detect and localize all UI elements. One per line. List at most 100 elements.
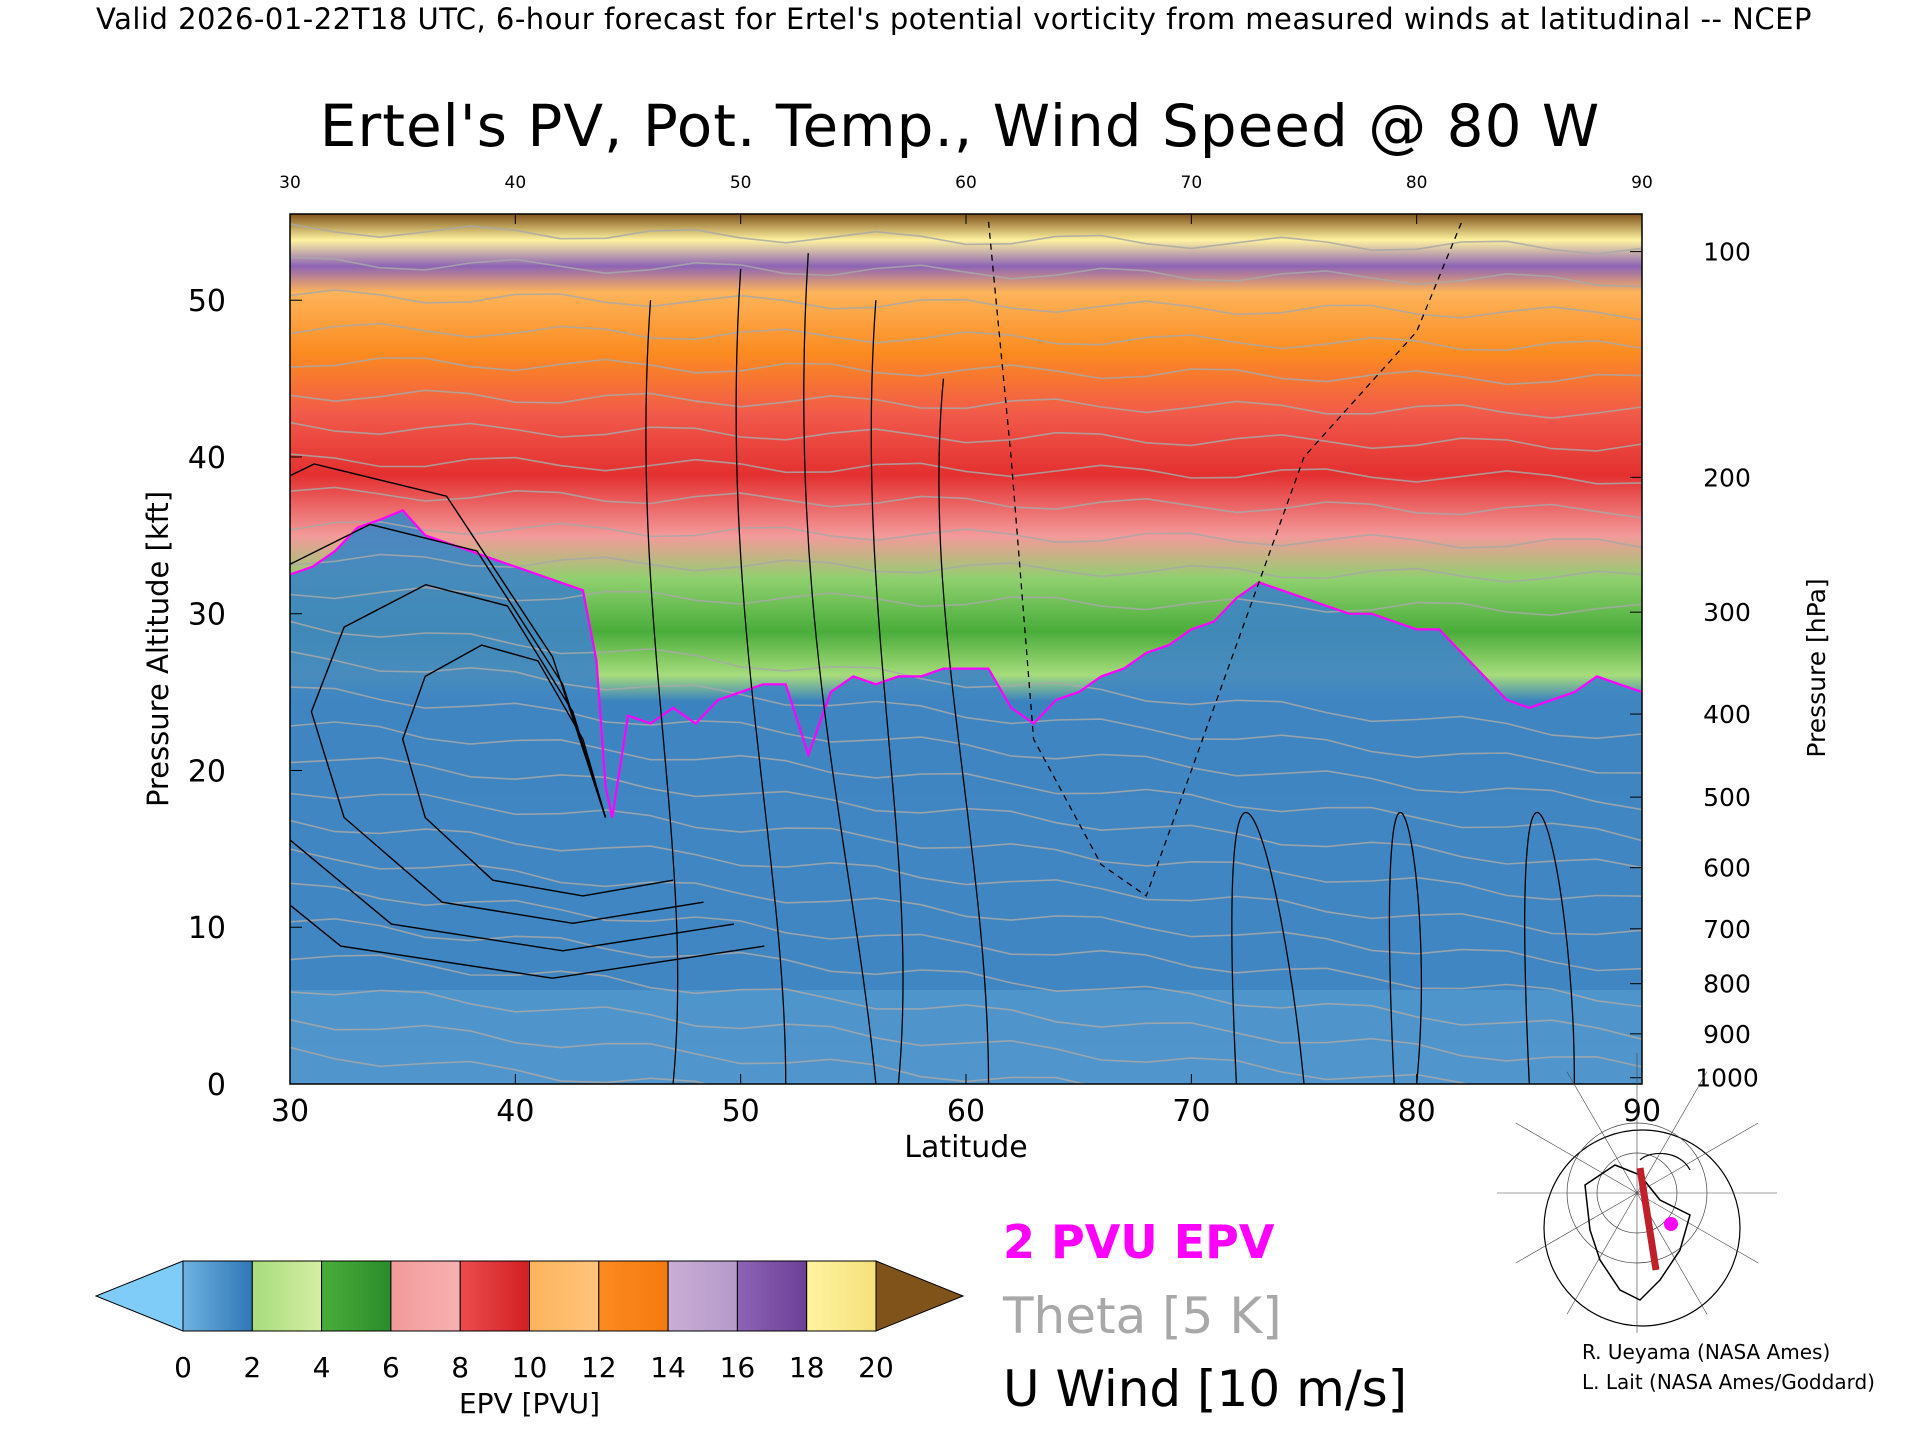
map-meridian [1636,1122,1759,1194]
theta-contour [290,322,1642,352]
plot-area [290,214,1642,1084]
u-wind-contour [1524,811,1576,1084]
theta-contour [290,819,1642,936]
pressure-tick-label: 1000 [1695,1064,1759,1093]
u-wind-contour [1231,811,1305,1084]
theta-contour [290,357,1642,386]
colorbar-bin [251,1260,323,1332]
map-meridian [1566,1071,1638,1194]
theta-contour [290,453,1642,485]
top-x-tick-label: 50 [730,173,752,193]
y-tick-label: 40 [188,441,226,476]
top-x-tick-label: 30 [279,173,301,193]
pressure-tick-label: 300 [1703,598,1751,627]
theta-contour [290,223,1642,255]
top-x-tick-label: 90 [1631,173,1653,193]
theta-contour [290,289,1642,321]
u-wind-contour [1388,811,1422,1084]
colorbar-tick-label: 4 [313,1351,331,1384]
pressure-tick-label: 800 [1703,970,1751,999]
colorbar-over-arrow [875,1260,965,1332]
theta-contour [290,421,1642,452]
y-tick-label: 20 [188,754,226,789]
theta-contour [290,486,1642,519]
pressure-tick-label: 500 [1703,783,1751,812]
x-tick-label: 50 [722,1094,760,1129]
theta-contour [290,620,1642,740]
credit-author-2: L. Lait (NASA Ames/Goddard) [1582,1370,1875,1394]
theta-contour [290,520,1642,549]
y-tick-label: 50 [188,284,226,319]
pressure-tick-label: 200 [1703,463,1751,492]
colorbar-bin [667,1260,738,1332]
theta-contour [290,721,1642,842]
y-tick-label: 0 [207,1068,226,1103]
pressure-tick-label: 100 [1703,238,1751,267]
credit-author-1: R. Ueyama (NASA Ames) [1582,1340,1831,1364]
u-wind-contour [310,583,704,925]
x-tick-label: 70 [1172,1094,1210,1129]
u-wind-contour [938,378,990,1084]
x-tick-label: 60 [947,1094,985,1129]
theta-contour [290,1046,709,1084]
map-outline [1543,1129,1741,1327]
y-tick-label: 10 [188,911,226,946]
theta-contour [290,256,1642,288]
legend-2pvu-epv: 2 PVU EPV [1003,1215,1275,1269]
x-tick-label: 40 [496,1094,534,1129]
forecast-header: Valid 2026-01-22T18 UTC, 6-hour forecast… [96,2,1812,36]
location-map-inset [1497,1053,1777,1333]
colorbar-bin [321,1260,392,1332]
cross-section-line [1636,1167,1660,1271]
u-wind-contour [290,463,765,979]
pressure-tick-label: 600 [1703,854,1751,883]
colorbar-label: EPV [PVU] [459,1387,600,1420]
u-wind-negative-contour [987,221,1463,897]
colorbar-bin [806,1260,877,1332]
map-coastline [1639,1152,1691,1171]
colorbar-tick-label: 8 [451,1351,469,1384]
colorbar-tick-label: 0 [174,1351,192,1384]
colorbar-tick-label: 2 [243,1351,261,1384]
top-x-tick-label: 70 [1181,173,1203,193]
u-wind-contour [803,253,877,1084]
legend-u-wind: U Wind [10 m/s] [1003,1360,1408,1418]
theta-contour [290,650,1642,774]
colorbar-tick-label: 12 [581,1351,617,1384]
y-axis-right-label: Pressure [hPa] [1802,578,1831,757]
plot-field [290,214,1642,1084]
map-meridian [1515,1122,1638,1194]
colorbar-tick-label: 14 [650,1351,686,1384]
top-x-tick-label: 60 [955,173,977,193]
theta-contour [290,882,1642,1008]
u-wind-contour [645,300,679,1084]
axes-layer: 30 40 50 60 70 80 90 30 40 50 60 70 80 900 10 20 30 40 50 1… [141,173,1831,1165]
y-tick-label: 30 [188,598,226,633]
x-axis-label: Latitude [904,1130,1027,1165]
theta-contour [290,389,1642,419]
map-meridian [1636,1071,1708,1194]
map-coastline [1584,1164,1691,1301]
u-wind-contour [735,268,787,1084]
pressure-tick-label: 700 [1703,915,1751,944]
pv2-contour [290,508,1642,818]
theta-contour [290,686,1642,811]
map-meridian [1636,1192,1759,1264]
colorbar-bin [459,1260,531,1332]
x-tick-label: 30 [271,1094,309,1129]
colorbar-tick-label: 16 [720,1351,756,1384]
map-meridian [1566,1192,1638,1315]
colorbar-tick-label: 10 [512,1351,548,1384]
colorbar-tick-label: 20 [858,1351,894,1384]
u-wind-contour [401,644,674,897]
x-tick-label: 80 [1398,1094,1436,1129]
colorbar-bin [182,1260,253,1332]
top-x-tick-label: 40 [505,173,527,193]
map-meridian [1515,1192,1638,1264]
pressure-tick-label: 900 [1703,1020,1751,1049]
y-axis-label: Pressure Altitude [kft] [141,491,175,807]
u-wind-contour [870,300,904,1084]
colorbar-tick-label: 6 [382,1351,400,1384]
top-x-tick-label: 80 [1406,173,1428,193]
